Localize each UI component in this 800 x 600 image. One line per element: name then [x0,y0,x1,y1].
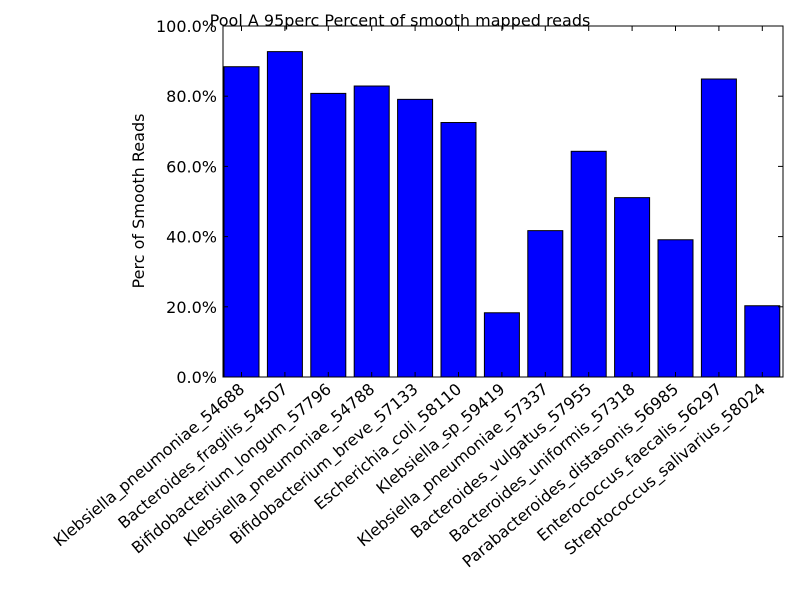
bar [223,66,260,378]
chart-title: Pool A 95perc Percent of smooth mapped r… [210,11,591,30]
y-tick-label: 60.0% [166,157,217,176]
bar [440,122,477,378]
bar [527,230,564,378]
bar [700,78,737,378]
y-tick-label: 0.0% [176,368,217,387]
bar [353,85,390,378]
bar [570,150,607,378]
y-axis-label: Perc of Smooth Reads [129,114,148,289]
y-tick-label: 20.0% [166,298,217,317]
bar [397,98,434,378]
bar [266,51,303,378]
bar [483,312,520,378]
bar [744,305,781,378]
bars-group [223,51,781,378]
y-tick-label: 80.0% [166,87,217,106]
bar [657,239,694,378]
y-tick-label: 40.0% [166,228,217,247]
y-axis: 0.0% 20.0% 40.0% 60.0% 80.0% 100.0% [156,17,783,387]
bar [310,92,347,378]
bar [614,197,651,378]
y-tick-label: 100.0% [156,17,217,36]
plot-frame [222,25,784,378]
